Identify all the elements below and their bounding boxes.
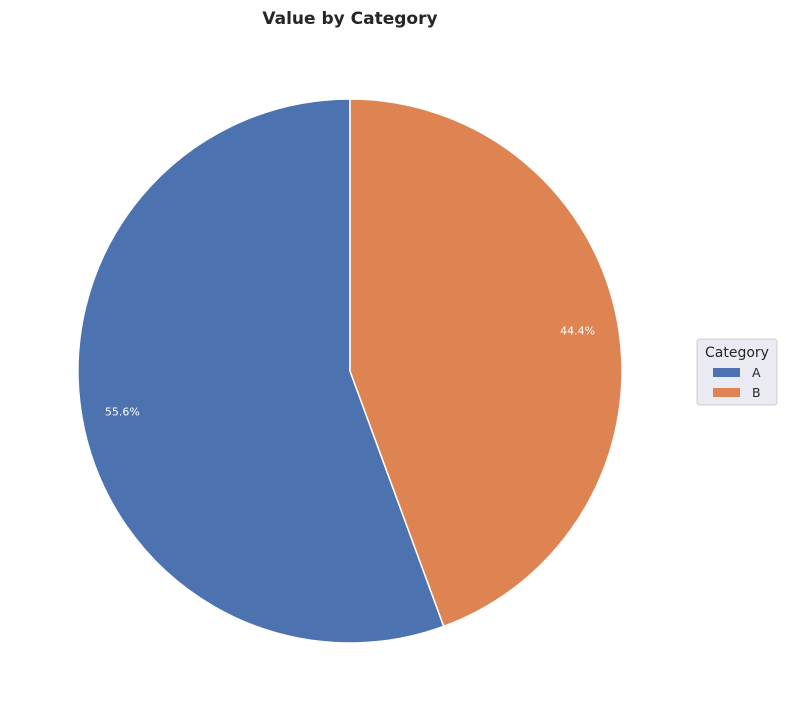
- legend-swatch-b: [713, 388, 740, 397]
- pie-slice-b: [349, 98, 623, 628]
- pie-label-b: 44.4%: [560, 325, 595, 338]
- legend-items: AB: [713, 365, 761, 400]
- legend-swatch-a: [713, 368, 740, 377]
- pie-slice-a: [77, 98, 445, 644]
- legend-label-b: B: [752, 385, 761, 400]
- legend-label-a: A: [752, 365, 761, 380]
- pie-slices: [77, 98, 623, 644]
- chart-title: Value by Category: [262, 9, 437, 29]
- legend-title: Category: [705, 345, 769, 361]
- pie-label-a: 55.6%: [105, 405, 140, 418]
- legend: Category AB: [696, 338, 778, 406]
- pie-labels: 55.6% 44.4%: [105, 325, 595, 419]
